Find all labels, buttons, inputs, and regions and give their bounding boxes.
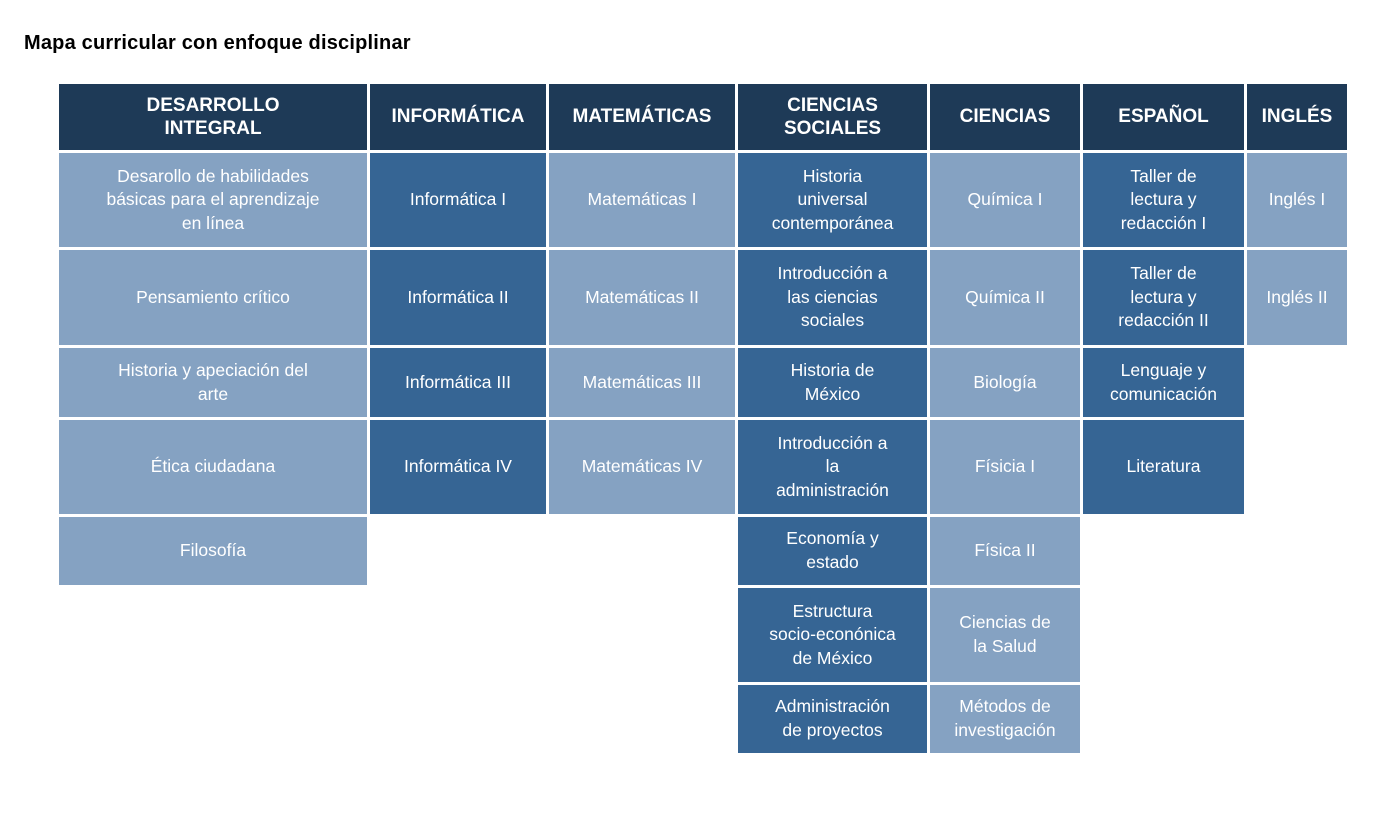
course-cell: Filosofía	[59, 517, 367, 585]
curriculum-table: DESARROLLO INTEGRAL Desarollo de habilida…	[59, 84, 1347, 753]
course-cell: Economía y estado	[738, 517, 927, 585]
course-cell: Pensamiento crítico	[59, 250, 367, 345]
course-cell: Química II	[930, 250, 1080, 345]
course-cell: Química I	[930, 153, 1080, 247]
course-cell: Ética ciudadana	[59, 420, 367, 514]
column-header: CIENCIAS SOCIALES	[738, 84, 927, 150]
column-header: MATEMÁTICAS	[549, 84, 735, 150]
column-header: INGLÉS	[1247, 84, 1347, 150]
course-cell: Físicia I	[930, 420, 1080, 514]
column-header: INFORMÁTICA	[370, 84, 546, 150]
page-title: Mapa curricular con enfoque disciplinar	[24, 32, 411, 54]
course-cell: Historia y apeciación del arte	[59, 348, 367, 417]
course-cell: Ciencias de la Salud	[930, 588, 1080, 682]
column-header: CIENCIAS	[930, 84, 1080, 150]
course-cell: Introducción a las ciencias sociales	[738, 250, 927, 345]
course-cell: Informática II	[370, 250, 546, 345]
course-cell: Informática III	[370, 348, 546, 417]
course-cell: Inglés I	[1247, 153, 1347, 247]
course-cell: Informática IV	[370, 420, 546, 514]
course-cell: Matemáticas I	[549, 153, 735, 247]
course-cell: Métodos de investigación	[930, 685, 1080, 753]
course-cell: Lenguaje y comunicación	[1083, 348, 1244, 417]
course-cell: Desarollo de habilidades básicas para el…	[59, 153, 367, 247]
course-cell: Historia universal contemporánea	[738, 153, 927, 247]
course-cell: Historia de México	[738, 348, 927, 417]
course-cell: Taller de lectura y redacción I	[1083, 153, 1244, 247]
course-cell: Introducción a la administración	[738, 420, 927, 514]
course-cell: Inglés II	[1247, 250, 1347, 345]
course-cell: Estructura socio-econónica de México	[738, 588, 927, 682]
course-cell: Matemáticas IV	[549, 420, 735, 514]
course-cell: Informática I	[370, 153, 546, 247]
course-cell: Matemáticas II	[549, 250, 735, 345]
column-header: ESPAÑOL	[1083, 84, 1244, 150]
course-cell: Literatura	[1083, 420, 1244, 514]
course-cell: Administración de proyectos	[738, 685, 927, 753]
course-cell: Matemáticas III	[549, 348, 735, 417]
course-cell: Biología	[930, 348, 1080, 417]
column-header: DESARROLLO INTEGRAL	[59, 84, 367, 150]
course-cell: Física II	[930, 517, 1080, 585]
course-cell: Taller de lectura y redacción II	[1083, 250, 1244, 345]
